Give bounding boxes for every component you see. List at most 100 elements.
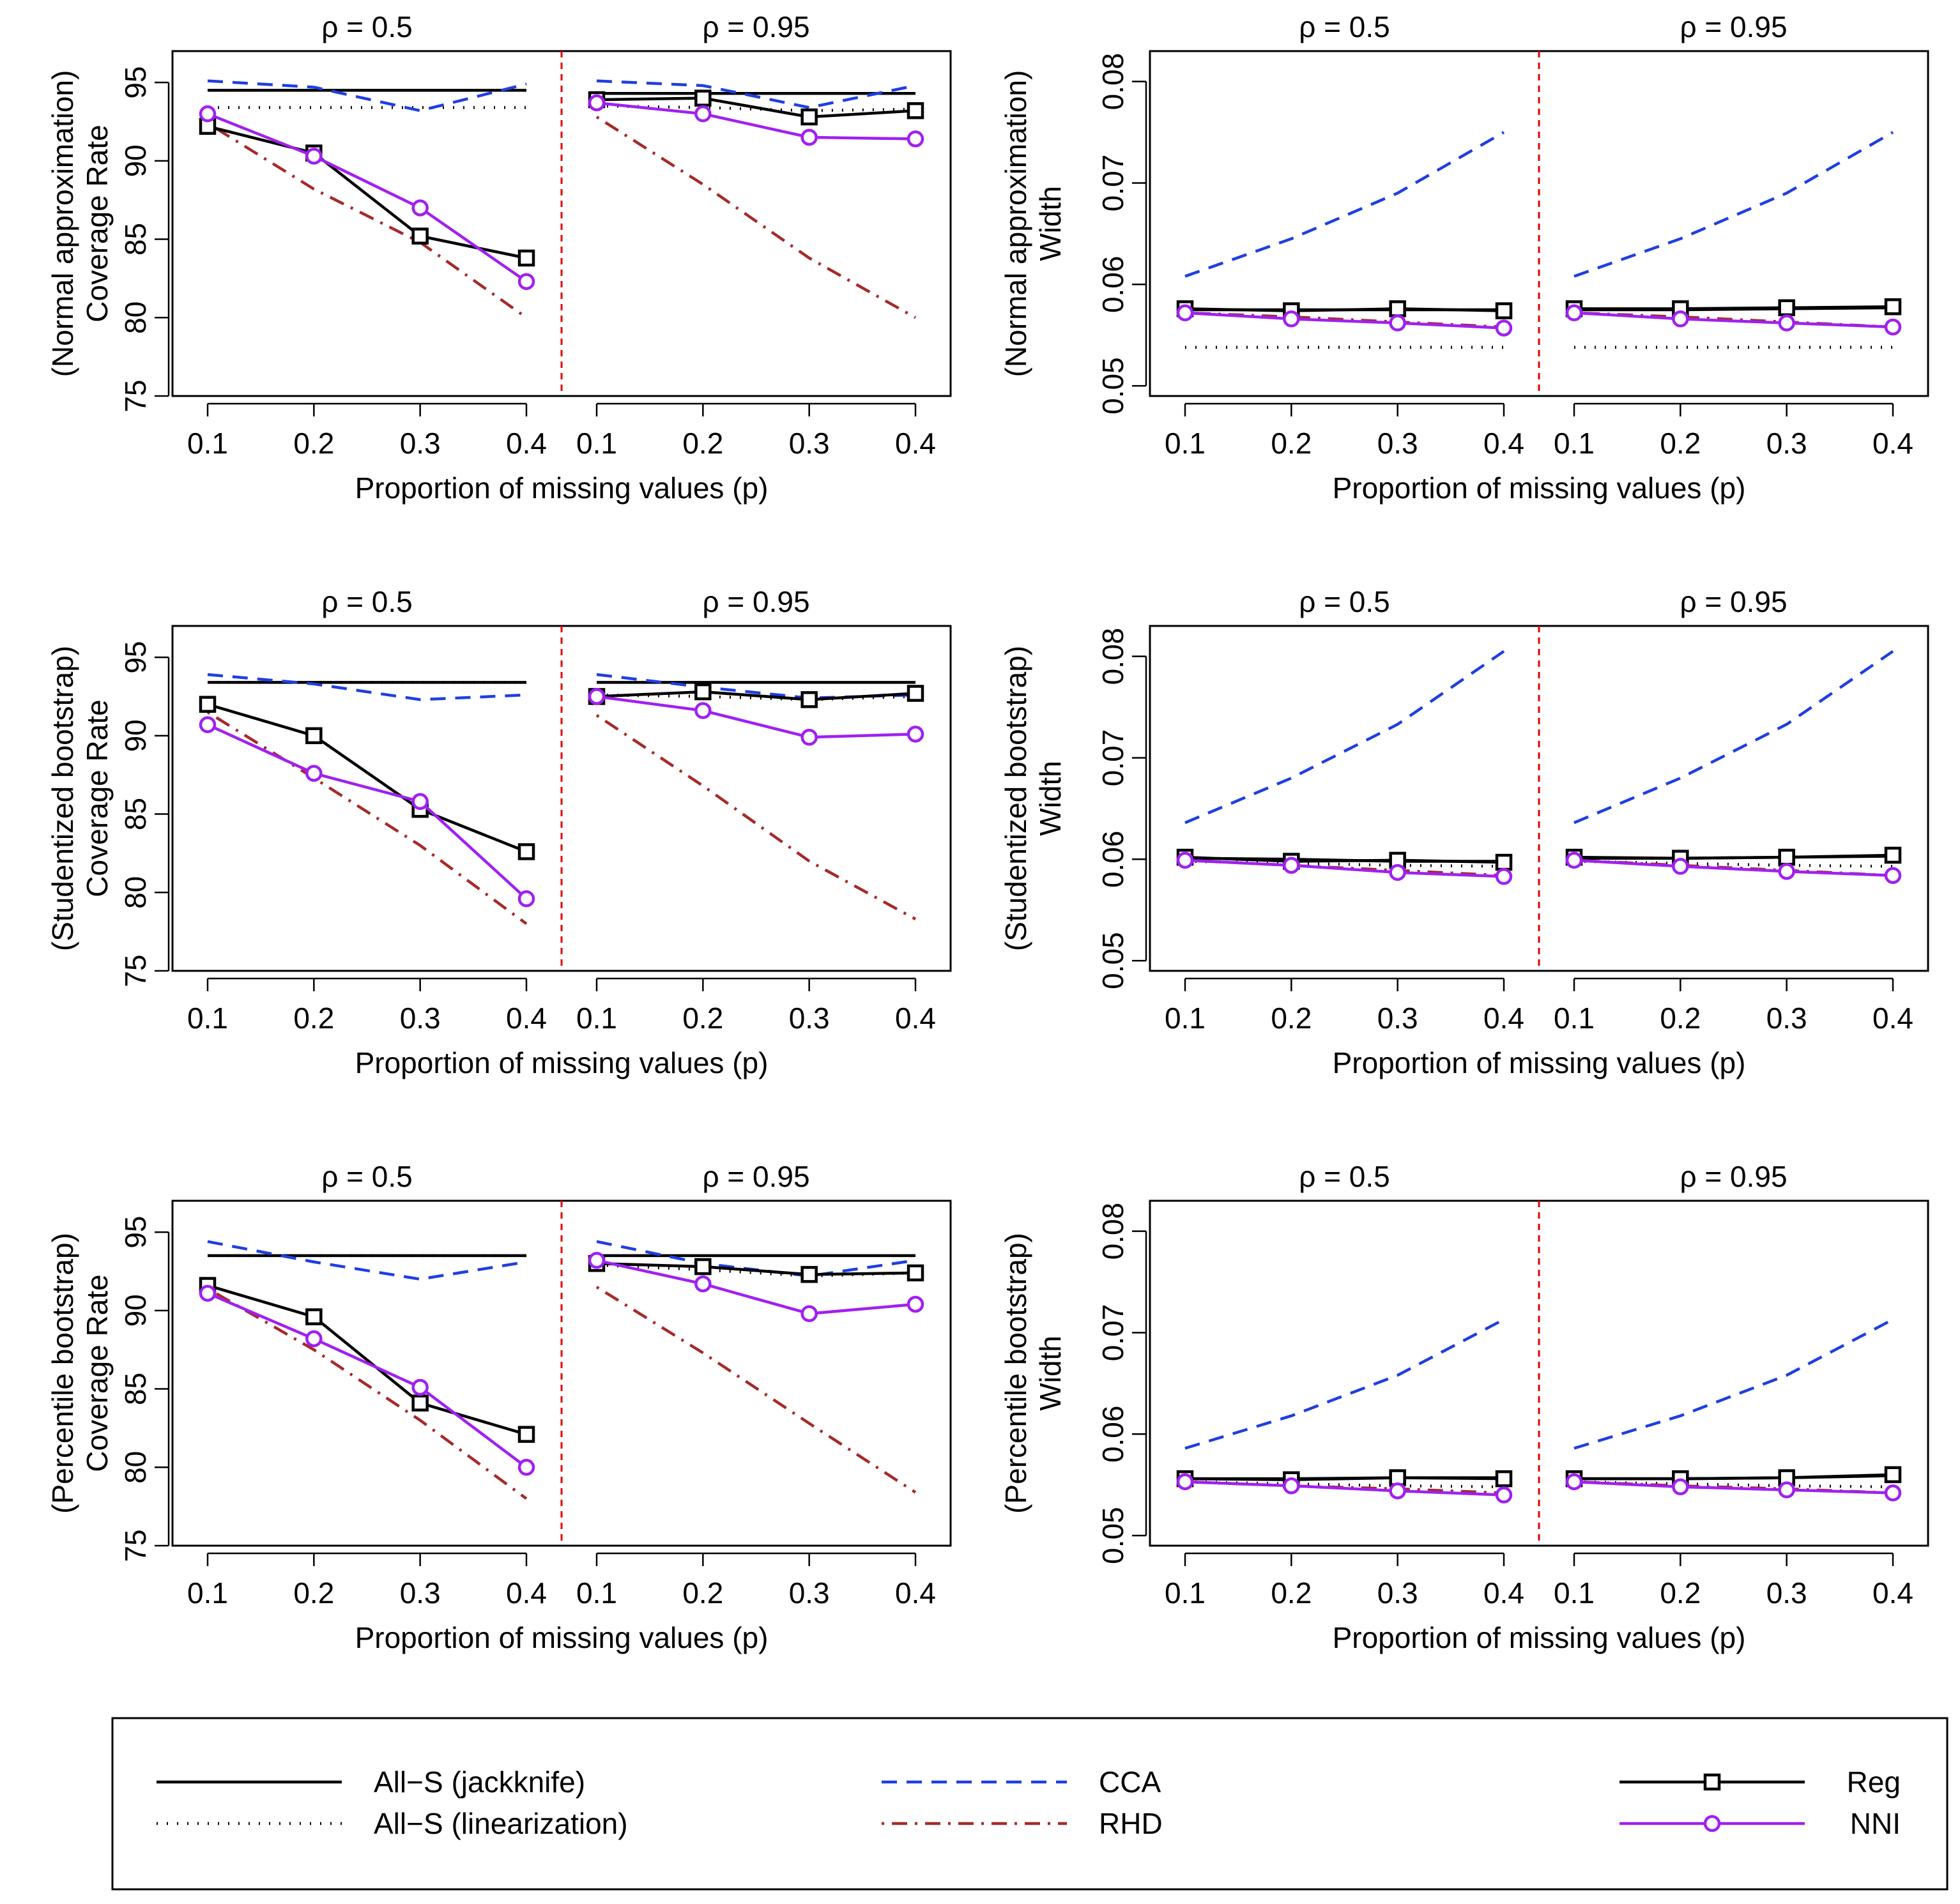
y-axis-label: Coverage Rate: [80, 699, 114, 897]
y-tick-label: 0.06: [1096, 1406, 1129, 1463]
panel-title: ρ = 0.5: [321, 10, 413, 43]
x-tick-label: 0.4: [1483, 427, 1524, 460]
point-marker-nni: [199, 105, 217, 123]
chart-5: 75 80 85 90 95 (Percentile bootstrap) Coverage…: [46, 1160, 952, 1654]
series-line-nni: [207, 112, 528, 283]
point-marker-reg: [1884, 1466, 1902, 1484]
panel-title: ρ = 0.95: [1680, 1160, 1787, 1193]
y-axis-label: Coverage Rate: [80, 1274, 114, 1472]
series-line-reg: [1574, 1473, 1894, 1481]
x-tick-label: 0.1: [1165, 427, 1206, 460]
y-axis-label: Width: [1034, 761, 1067, 836]
panel-rho-0-95: ρ = 0.95 0.1 0.2 0.3 0.4: [1554, 1160, 1913, 1610]
x-tick-label: 0.1: [1554, 1576, 1595, 1610]
point-marker-nni: [305, 1330, 323, 1348]
point-marker-nni: [1672, 310, 1689, 328]
series-line-reg: [596, 1261, 916, 1276]
x-tick-label: 0.2: [293, 1576, 334, 1610]
point-marker-nni: [1389, 1482, 1406, 1500]
point-marker-reg: [199, 696, 217, 713]
point-marker-nni: [1884, 1484, 1902, 1502]
legend-label: All−S (jackknife): [374, 1765, 585, 1799]
point-marker-nni: [1778, 1481, 1795, 1498]
series-line-reg: [1573, 853, 1894, 860]
legend-item-nni: NNI: [1619, 1807, 1901, 1840]
point-marker-reg: [907, 102, 924, 119]
panel-title: ρ = 0.5: [1299, 585, 1390, 618]
series-line-nni: [596, 695, 916, 739]
point-marker-nni: [1672, 858, 1689, 875]
y-axis-method-label: (Percentile bootstrap): [46, 1233, 79, 1514]
y-axis-label: Coverage Rate: [80, 125, 114, 322]
x-tick-label: 0.2: [1660, 1576, 1701, 1610]
series-line-reg: [207, 1284, 527, 1436]
series-line-nni: [1184, 858, 1504, 878]
series-line-rhd: [595, 714, 917, 920]
series-line-cca: [1573, 650, 1894, 825]
y-axis-label: Width: [1034, 186, 1067, 261]
y-tick-label: 90: [119, 144, 152, 177]
point-marker-nni: [411, 793, 429, 811]
x-tick-label: 0.2: [1660, 1002, 1701, 1035]
series-line-rhd: [595, 116, 917, 319]
panel-title: ρ = 0.95: [702, 10, 809, 43]
y-tick-label: 75: [119, 954, 152, 987]
y-tick-label: 85: [119, 1373, 152, 1405]
point-marker-nni: [411, 1378, 429, 1396]
point-marker-nni: [305, 148, 323, 165]
chart-6: 0.05 0.06 0.07 0.08 (Percentile bootstrap) Wi…: [999, 1160, 1929, 1654]
series-line-cca: [596, 79, 916, 109]
x-tick-label: 0.3: [1766, 1576, 1807, 1610]
panel-title: ρ = 0.95: [1680, 585, 1787, 618]
x-tick-label: 0.3: [1766, 427, 1807, 460]
chart-1: 75 80 85 90 95 (Normal approximation) Coverage…: [46, 10, 952, 505]
series-line-cca: [1573, 1318, 1894, 1450]
series-line-nni: [1573, 311, 1894, 329]
x-tick-label: 0.2: [682, 1576, 723, 1610]
point-marker-nni: [1565, 851, 1583, 869]
y-tick-label: 0.05: [1096, 1507, 1129, 1564]
legend-label: All−S (linearization): [374, 1807, 628, 1840]
point-marker-nni: [517, 1459, 535, 1476]
point-marker-reg: [694, 1258, 712, 1276]
point-marker-nni: [694, 702, 712, 719]
point-marker-nni: [1495, 319, 1513, 337]
x-tick-label: 0.1: [1165, 1002, 1206, 1035]
point-marker-nni: [1884, 318, 1902, 336]
panel-title: ρ = 0.5: [1299, 10, 1390, 43]
x-tick-label: 0.1: [576, 427, 617, 460]
chart-3: 75 80 85 90 95 (Studentized bootstrap) Coverag…: [46, 585, 952, 1079]
y-tick-label: 75: [119, 1529, 152, 1562]
point-marker-reg: [694, 683, 712, 701]
x-tick-label: 0.4: [1872, 427, 1913, 460]
x-tick-label: 0.2: [293, 427, 334, 460]
series-line-nni: [207, 1291, 528, 1469]
series-line-cca: [207, 673, 527, 701]
x-tick-label: 0.1: [187, 1576, 228, 1610]
point-marker-reg: [694, 89, 712, 107]
y-axis-method-label: (Studentized bootstrap): [46, 646, 79, 951]
y-tick-label: 0.06: [1096, 256, 1129, 314]
x-tick-label: 0.4: [895, 1002, 936, 1035]
series-line-reg: [1184, 855, 1504, 864]
series-line-nni: [596, 101, 916, 141]
x-tick-label: 0.3: [400, 1576, 441, 1610]
point-marker-reg: [1389, 300, 1406, 317]
y-tick-label: 0.07: [1096, 729, 1129, 787]
legend-item-all-s-linearization: All−S (linearization): [157, 1807, 628, 1840]
x-tick-label: 0.2: [682, 427, 723, 460]
panel-title: ρ = 0.95: [702, 585, 809, 618]
panel-rho-0-5: ρ = 0.5 0.1 0.2 0.3 0.4: [1165, 585, 1524, 1035]
x-tick-label: 0.3: [1766, 1002, 1807, 1035]
panel-rho-0-95: ρ = 0.95 0.1 0.2 0.3 0.4: [576, 585, 936, 1035]
x-tick-label: 0.1: [1165, 1576, 1206, 1610]
point-marker-nni: [907, 726, 924, 743]
legend-item-rhd: RHD: [882, 1807, 1163, 1840]
x-tick-label: 0.1: [1554, 1002, 1595, 1035]
legend-item-all-s-jackknife: All−S (jackknife): [157, 1765, 585, 1799]
x-tick-label: 0.3: [789, 427, 830, 460]
series-line-cca: [207, 79, 527, 112]
point-marker-reg: [1778, 299, 1795, 317]
x-tick-label: 0.3: [1377, 427, 1418, 460]
